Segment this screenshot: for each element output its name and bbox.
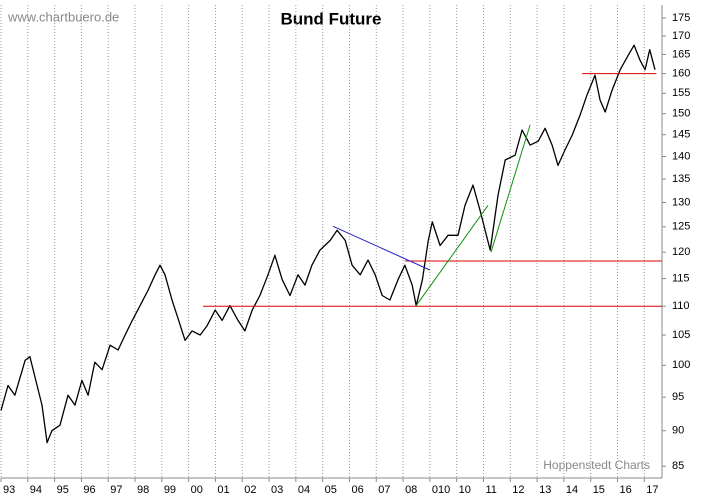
- y-tick-label: 155: [672, 87, 690, 99]
- trend-line: [415, 205, 489, 306]
- y-tick-label: 110: [672, 300, 690, 312]
- x-tick-label: 07: [378, 484, 390, 496]
- x-tick-label: 11: [485, 484, 496, 496]
- x-tick-label: 16: [620, 484, 632, 496]
- x-tick-label: 010: [432, 484, 450, 496]
- x-tick-label: 98: [137, 484, 149, 496]
- price-line: [0, 44, 656, 444]
- y-tick-label: 165: [672, 48, 690, 60]
- y-tick-label: 105: [672, 329, 690, 341]
- x-tick-label: 93: [3, 484, 15, 496]
- x-tick-label: 17: [646, 484, 658, 496]
- y-tick-label: 170: [672, 30, 690, 42]
- trend-line: [332, 225, 431, 271]
- y-tick-label: 160: [672, 68, 690, 80]
- source: www.chartbuero.de: [7, 9, 119, 24]
- x-tick-label: 05: [325, 484, 337, 496]
- y-tick-label: 85: [672, 460, 684, 472]
- x-tick-label: 95: [57, 484, 69, 496]
- y-tick-label: 130: [672, 196, 690, 208]
- chart-title: Bund Future: [280, 9, 381, 28]
- x-tick-label: 01: [217, 484, 229, 496]
- x-tick-label: 96: [83, 484, 95, 496]
- x-tick-label: 13: [539, 484, 551, 496]
- x-tick-label: 06: [351, 484, 363, 496]
- x-tick-label: 99: [164, 484, 176, 496]
- y-tick-label: 125: [672, 221, 690, 233]
- trend-line: [490, 124, 531, 253]
- x-tick-label: 04: [298, 484, 310, 496]
- y-tick-label: 100: [672, 359, 690, 371]
- x-tick-label: 03: [271, 484, 283, 496]
- y-tick-label: 135: [672, 173, 690, 185]
- x-tick-label: 02: [244, 484, 256, 496]
- x-tick-label: 14: [566, 484, 578, 496]
- y-tick-label: 90: [672, 425, 684, 437]
- x-tick-label: 12: [512, 484, 524, 496]
- y-tick-label: 120: [672, 246, 690, 258]
- y-tick-label: 145: [672, 129, 690, 141]
- y-tick-label: 175: [672, 12, 690, 24]
- x-tick-label: 15: [593, 484, 605, 496]
- y-tick-label: 115: [672, 272, 690, 284]
- x-tick-label: 10: [459, 484, 471, 496]
- x-tick-label: 94: [30, 484, 42, 496]
- x-tick-label: 00: [191, 484, 203, 496]
- y-tick-label: 95: [672, 391, 684, 403]
- credit: Hoppenstedt Charts: [543, 458, 650, 472]
- x-tick-label: 08: [405, 484, 417, 496]
- y-tick-label: 150: [672, 108, 690, 120]
- x-tick-label: 97: [110, 484, 122, 496]
- y-tick-label: 140: [672, 150, 690, 162]
